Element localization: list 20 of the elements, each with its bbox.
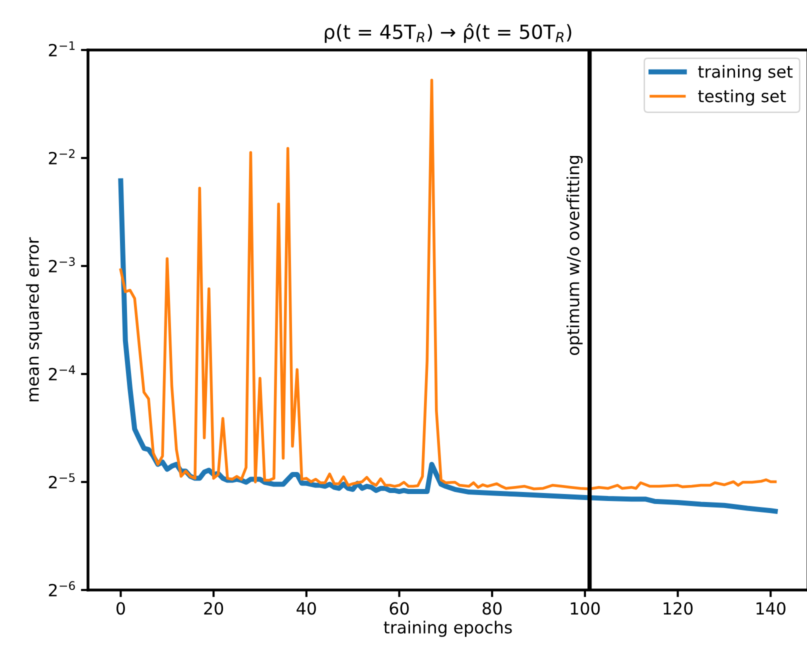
x-tick-label: 140 bbox=[756, 602, 786, 615]
x-tick-label: 0 bbox=[116, 602, 125, 615]
y-tick-label: 2$^{−4}$ bbox=[48, 365, 75, 380]
x-tick-label: 20 bbox=[204, 602, 224, 615]
y-tick-label: 2$^{−5}$ bbox=[48, 473, 75, 488]
y-tick-label: 2$^{−2}$ bbox=[48, 149, 74, 164]
x-tick-label: 100 bbox=[570, 602, 600, 615]
legend-label: testing set bbox=[698, 89, 786, 106]
y-tick-label: 2$^{−3}$ bbox=[48, 257, 75, 272]
y-tick-label: 2$^{−1}$ bbox=[48, 41, 75, 56]
x-tick-label: 120 bbox=[664, 602, 693, 615]
legend-label: training set bbox=[698, 65, 793, 82]
y-axis-title: mean squared error bbox=[26, 237, 42, 402]
x-axis-title: training epochs bbox=[384, 620, 512, 637]
y-tick-label: 2$^{−6}$ bbox=[48, 581, 75, 596]
x-tick-label: 80 bbox=[482, 602, 502, 615]
chart-title: ρ(t = 45T$_{R}$) → ρ̂(t = 50T$_{R}$) bbox=[324, 23, 572, 43]
ref-line-label: optimum w/o overfitting bbox=[566, 156, 583, 356]
x-tick-label: 40 bbox=[296, 602, 316, 615]
x-tick-label: 60 bbox=[390, 602, 409, 615]
